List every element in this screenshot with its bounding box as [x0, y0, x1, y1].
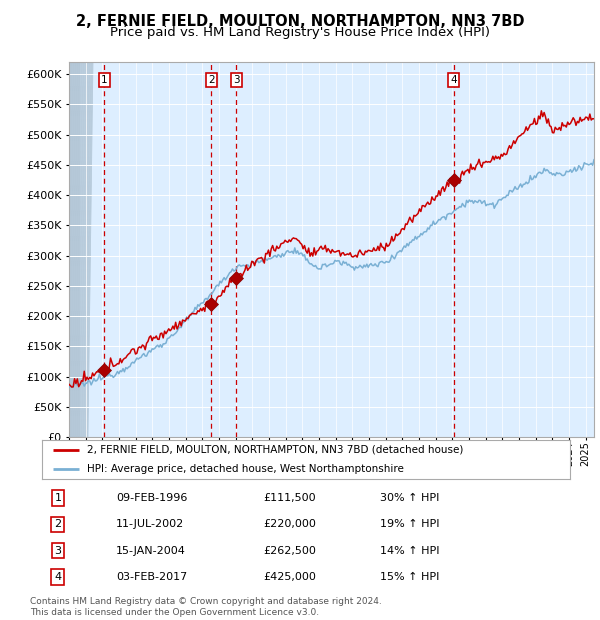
Text: 3: 3	[233, 75, 239, 85]
Text: £111,500: £111,500	[264, 493, 316, 503]
Text: 09-FEB-1996: 09-FEB-1996	[116, 493, 187, 503]
Text: 4: 4	[54, 572, 61, 582]
Text: 1: 1	[55, 493, 61, 503]
Text: 14% ↑ HPI: 14% ↑ HPI	[380, 546, 439, 556]
Text: Contains HM Land Registry data © Crown copyright and database right 2024.
This d: Contains HM Land Registry data © Crown c…	[30, 598, 382, 617]
Text: £220,000: £220,000	[264, 520, 317, 529]
Text: 03-FEB-2017: 03-FEB-2017	[116, 572, 187, 582]
Text: 2, FERNIE FIELD, MOULTON, NORTHAMPTON, NN3 7BD (detached house): 2, FERNIE FIELD, MOULTON, NORTHAMPTON, N…	[87, 445, 463, 455]
Text: £425,000: £425,000	[264, 572, 317, 582]
Text: 2: 2	[54, 520, 61, 529]
Text: 4: 4	[451, 75, 457, 85]
Text: HPI: Average price, detached house, West Northamptonshire: HPI: Average price, detached house, West…	[87, 464, 404, 474]
Text: 2, FERNIE FIELD, MOULTON, NORTHAMPTON, NN3 7BD: 2, FERNIE FIELD, MOULTON, NORTHAMPTON, N…	[76, 14, 524, 29]
Text: Price paid vs. HM Land Registry's House Price Index (HPI): Price paid vs. HM Land Registry's House …	[110, 26, 490, 39]
Text: 15% ↑ HPI: 15% ↑ HPI	[380, 572, 439, 582]
Text: 11-JUL-2002: 11-JUL-2002	[116, 520, 184, 529]
Text: 2: 2	[208, 75, 214, 85]
Text: 3: 3	[55, 546, 61, 556]
Text: £262,500: £262,500	[264, 546, 317, 556]
Text: 30% ↑ HPI: 30% ↑ HPI	[380, 493, 439, 503]
Text: 19% ↑ HPI: 19% ↑ HPI	[380, 520, 439, 529]
Text: 1: 1	[101, 75, 107, 85]
Text: 15-JAN-2004: 15-JAN-2004	[116, 546, 186, 556]
